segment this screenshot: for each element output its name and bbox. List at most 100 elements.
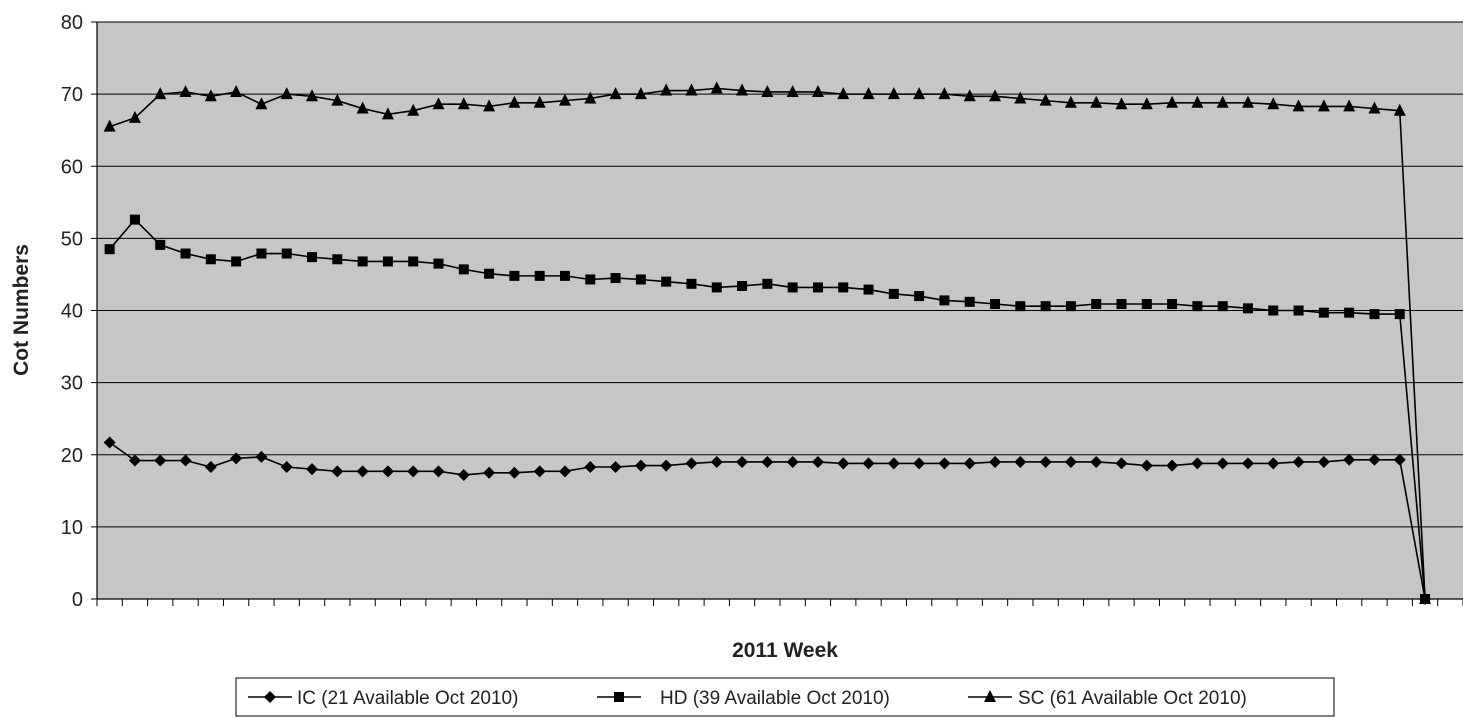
data-point-diamond [761, 455, 774, 468]
data-point-triangle [811, 84, 824, 97]
y-tick-label: 50 [61, 228, 83, 250]
data-point-triangle [103, 119, 116, 132]
data-point-diamond [1191, 457, 1204, 470]
data-point-square [534, 270, 545, 281]
data-point-square [888, 288, 899, 299]
series-markers [103, 81, 1432, 605]
data-point-triangle [1191, 95, 1204, 108]
data-point-triangle [483, 99, 496, 112]
data-point-triangle [230, 84, 243, 97]
data-point-square [610, 273, 621, 284]
data-point-square [964, 296, 975, 307]
data-point-triangle [837, 87, 850, 100]
data-point-triangle [710, 81, 723, 94]
data-point-triangle [179, 84, 192, 97]
data-point-triangle [1241, 95, 1254, 108]
y-tick-label: 30 [61, 373, 83, 395]
data-point-triangle [913, 87, 926, 100]
y-axis-title: Cot Numbers [10, 244, 33, 376]
data-point-triangle [736, 83, 749, 96]
data-point-square [382, 256, 393, 267]
legend: IC (21 Available Oct 2010) HD (39 Availa… [235, 677, 1335, 717]
data-point-triangle [280, 87, 293, 100]
data-point-square [129, 214, 140, 225]
data-point-square [1015, 301, 1026, 312]
data-point-square [458, 264, 469, 275]
data-point-square [1217, 301, 1228, 312]
legend-entry-sc: SC (61 Available Oct 2010) [968, 688, 1247, 709]
data-point-triangle [558, 93, 571, 106]
data-point-square [180, 248, 191, 259]
data-point-diamond [1064, 455, 1077, 468]
gridlines [97, 21, 1463, 528]
data-point-triangle [407, 103, 420, 116]
data-point-square [1192, 301, 1203, 312]
data-point-diamond [1368, 453, 1381, 466]
data-point-square [635, 274, 646, 285]
data-point-diamond [381, 465, 394, 478]
data-point-triangle [887, 87, 900, 100]
data-point-diamond [103, 436, 116, 449]
data-point-diamond [710, 455, 723, 468]
data-point-diamond [837, 457, 850, 470]
legend-label-hd: HD (39 Available Oct 2010) [660, 688, 890, 709]
data-point-square [307, 252, 318, 263]
data-point-triangle [1267, 97, 1280, 110]
data-point-diamond [306, 463, 319, 476]
data-point-triangle [255, 97, 268, 110]
data-point-diamond [913, 457, 926, 470]
data-point-square [433, 258, 444, 269]
square-marker-icon [614, 692, 624, 702]
data-point-diamond [660, 459, 673, 472]
data-point-square [408, 256, 419, 267]
data-point-triangle [963, 89, 976, 102]
data-point-diamond [887, 457, 900, 470]
data-point-square [1344, 307, 1355, 318]
data-point-triangle [154, 87, 167, 100]
data-point-diamond [179, 454, 192, 467]
data-point-diamond [558, 465, 571, 478]
data-point-square [1091, 299, 1102, 310]
data-point-square [1242, 303, 1253, 314]
data-point-diamond [457, 468, 470, 481]
data-point-square [711, 282, 722, 293]
legend-entry-hd: HD (39 Available Oct 2010) [597, 688, 890, 709]
data-point-triangle [1216, 95, 1229, 108]
data-point-diamond [634, 459, 647, 472]
data-point-triangle [938, 87, 951, 100]
data-point-diamond [1343, 453, 1356, 466]
data-point-triangle [1393, 103, 1406, 116]
data-point-triangle [457, 97, 470, 110]
data-point-triangle [1014, 91, 1027, 104]
data-point-square [863, 284, 874, 295]
y-tick-label: 60 [61, 156, 83, 178]
data-point-triangle [306, 89, 319, 102]
triangle-marker-icon [984, 690, 996, 702]
data-point-diamond [1090, 455, 1103, 468]
data-point-triangle [1115, 97, 1128, 110]
data-point-diamond [1140, 459, 1153, 472]
x-axis [96, 598, 1463, 606]
data-point-square [1065, 301, 1076, 312]
data-point-diamond [331, 465, 344, 478]
y-axis: 0 10 20 30 40 50 60 70 80 [61, 12, 98, 611]
data-point-square [205, 254, 216, 265]
x-axis-title: 2011 Week [732, 639, 838, 662]
data-point-square [661, 276, 672, 287]
data-point-diamond [1014, 455, 1027, 468]
y-tick-label: 0 [72, 589, 83, 611]
data-point-square [1318, 307, 1329, 318]
data-point-triangle [1343, 99, 1356, 112]
data-point-square [104, 244, 115, 255]
data-point-triangle [1166, 95, 1179, 108]
data-point-diamond [255, 450, 268, 463]
data-point-triangle [356, 101, 369, 114]
data-point-triangle [508, 95, 521, 108]
data-point-square [838, 282, 849, 293]
data-point-square [559, 270, 570, 281]
data-point-diamond [989, 455, 1002, 468]
data-point-diamond [1166, 459, 1179, 472]
data-point-diamond [584, 461, 597, 474]
y-tick-label: 40 [61, 301, 83, 323]
